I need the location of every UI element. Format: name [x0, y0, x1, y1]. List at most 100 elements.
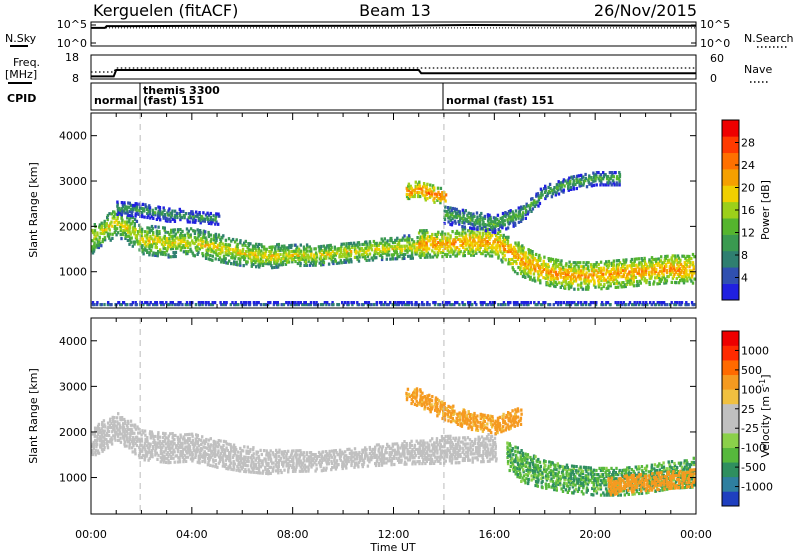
range-cell — [564, 272, 568, 276]
range-cell — [124, 422, 127, 426]
range-cell — [496, 240, 500, 244]
range-cell — [454, 254, 457, 258]
range-cell — [92, 444, 95, 449]
range-cell — [610, 175, 613, 179]
range-cell — [348, 451, 352, 455]
range-cell — [163, 242, 167, 246]
range-cell — [495, 222, 498, 226]
range-cell — [305, 243, 309, 247]
range-cell — [233, 450, 237, 454]
range-cell — [244, 303, 247, 307]
range-cell — [481, 239, 484, 243]
range-cell — [592, 183, 596, 187]
range-cell — [196, 440, 200, 444]
range-cell — [595, 269, 598, 273]
range-cell — [229, 445, 233, 449]
range-cell — [428, 303, 431, 307]
range-cell — [208, 447, 212, 451]
range-cell — [235, 456, 239, 460]
range-cell — [120, 303, 123, 307]
range-cell — [633, 263, 636, 267]
range-cell — [146, 230, 149, 234]
range-cell — [259, 257, 263, 261]
range-cell — [470, 222, 473, 226]
range-cell — [483, 223, 487, 227]
range-cell — [227, 237, 231, 241]
range-cell — [551, 282, 555, 286]
range-cell — [144, 454, 147, 458]
range-cell — [107, 425, 110, 429]
range-cell — [148, 204, 151, 208]
range-cell — [423, 243, 426, 247]
range-cell — [116, 428, 120, 432]
range-cell — [602, 183, 605, 187]
range-cell — [107, 429, 111, 434]
range-cell — [433, 192, 437, 196]
range-cell — [574, 303, 577, 307]
range-cell — [408, 452, 412, 456]
range-cell — [520, 247, 523, 251]
range-cell — [109, 438, 112, 442]
range-cell — [507, 301, 510, 305]
range-cell — [380, 449, 383, 453]
colorbar-tick-label: 24 — [741, 159, 755, 172]
range-cell — [151, 253, 154, 257]
colorbar-tick-label: 20 — [741, 182, 755, 195]
range-cell — [130, 446, 134, 450]
range-cell — [446, 212, 449, 216]
range-cell — [680, 301, 684, 305]
range-cell — [310, 249, 313, 253]
range-cell — [513, 270, 517, 274]
range-cell — [158, 238, 161, 242]
range-cell — [574, 182, 577, 186]
range-cell — [214, 465, 217, 469]
range-cell — [565, 262, 568, 266]
range-cell — [326, 244, 329, 248]
range-cell — [522, 254, 526, 258]
range-cell — [179, 248, 183, 252]
range-cell — [463, 227, 467, 231]
range-cell — [573, 271, 576, 275]
range-cell — [301, 257, 305, 261]
range-cell — [189, 233, 192, 237]
range-cell — [618, 171, 621, 175]
range-cell — [297, 253, 300, 257]
range-cell — [471, 448, 474, 452]
range-cell — [674, 303, 678, 307]
range-cell — [198, 303, 202, 307]
range-cell — [567, 178, 570, 182]
range-cell — [615, 175, 619, 179]
range-cell — [538, 253, 541, 257]
range-cell — [381, 239, 385, 243]
range-cell — [467, 301, 470, 305]
range-cell — [144, 450, 147, 454]
range-cell — [326, 458, 329, 462]
range-cell — [661, 265, 664, 269]
range-cell — [303, 301, 306, 305]
range-cell — [493, 226, 497, 230]
range-cell — [279, 259, 283, 263]
range-cell — [320, 452, 323, 456]
range-cell — [124, 428, 127, 432]
range-cell — [381, 457, 384, 461]
range-cell — [583, 301, 586, 305]
range-cell — [504, 258, 507, 262]
range-cell — [605, 260, 608, 264]
range-cell — [562, 178, 566, 182]
range-cell — [236, 464, 239, 469]
range-cell — [100, 223, 104, 227]
range-cell — [250, 470, 253, 474]
range-cell — [293, 251, 296, 255]
range-cell — [408, 446, 412, 450]
range-cell — [418, 180, 421, 184]
range-cell — [550, 277, 553, 281]
range-cell — [171, 440, 174, 444]
range-cell — [514, 217, 517, 221]
range-cell — [157, 453, 160, 457]
noise-strip-frame — [90, 21, 697, 47]
range-cell — [211, 218, 215, 222]
range-cell — [620, 269, 623, 273]
range-cell — [268, 451, 271, 455]
range-cell — [109, 417, 112, 421]
range-cell — [239, 453, 243, 457]
